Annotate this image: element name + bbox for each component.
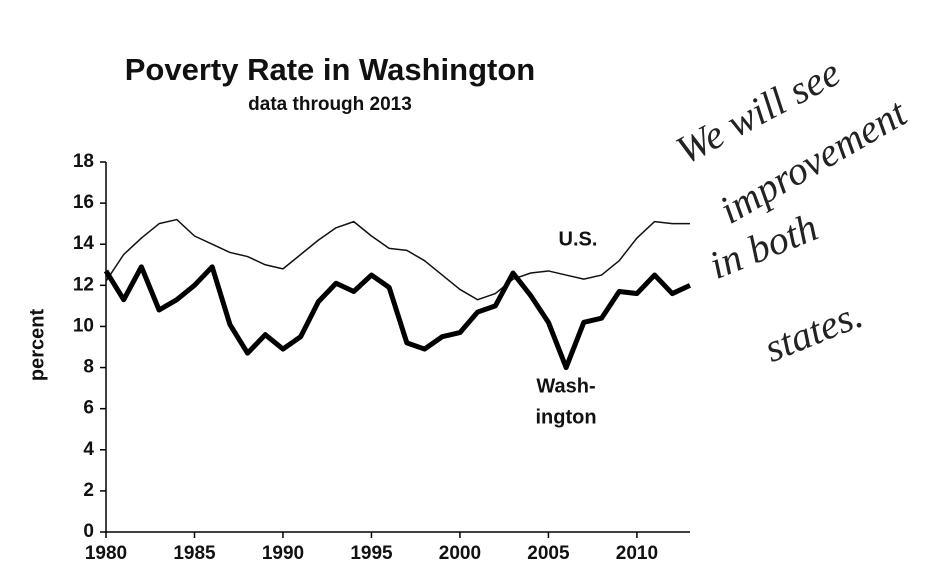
x-tick-label: 2000: [439, 543, 481, 564]
handwritten-note: in both: [703, 204, 824, 288]
y-tick-label: 14: [73, 233, 95, 254]
series-label: U.S.: [559, 228, 598, 250]
x-tick-label: 1980: [85, 543, 127, 564]
x-tick-label: 1985: [173, 543, 216, 564]
y-axis-label: percent: [26, 309, 48, 382]
series-label: ington: [535, 406, 596, 428]
y-tick-label: 16: [73, 192, 94, 213]
y-tick-label: 2: [83, 480, 94, 501]
series-label: Wash-: [536, 375, 595, 397]
x-tick-label: 2010: [616, 543, 658, 564]
x-tick-label: 1995: [350, 543, 393, 564]
y-tick-label: 0: [83, 521, 94, 542]
y-tick-label: 8: [83, 357, 94, 378]
y-tick-label: 12: [73, 274, 94, 295]
chart-title: Poverty Rate in Washington: [125, 52, 536, 87]
y-tick-label: 4: [83, 439, 94, 460]
y-tick-label: 10: [73, 315, 94, 336]
series-line: [103, 264, 692, 371]
y-tick-label: 18: [73, 151, 94, 172]
x-tick-label: 2005: [527, 543, 570, 564]
handwritten-note: states.: [758, 291, 869, 371]
series-line: [105, 218, 690, 301]
y-tick-label: 6: [83, 398, 94, 419]
x-tick-label: 1990: [262, 543, 304, 564]
chart-subtitle: data through 2013: [248, 94, 412, 115]
